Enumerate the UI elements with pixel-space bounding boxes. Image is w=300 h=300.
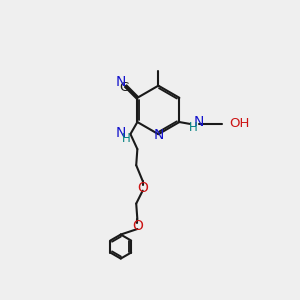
- Text: OH: OH: [229, 117, 249, 130]
- Text: N: N: [116, 126, 126, 140]
- Text: C: C: [119, 81, 129, 94]
- Text: H: H: [189, 121, 198, 134]
- Text: O: O: [132, 219, 143, 233]
- Text: O: O: [137, 181, 148, 195]
- Text: N: N: [115, 75, 126, 89]
- Text: N: N: [153, 128, 164, 142]
- Text: H: H: [122, 132, 130, 145]
- Text: N: N: [194, 115, 204, 129]
